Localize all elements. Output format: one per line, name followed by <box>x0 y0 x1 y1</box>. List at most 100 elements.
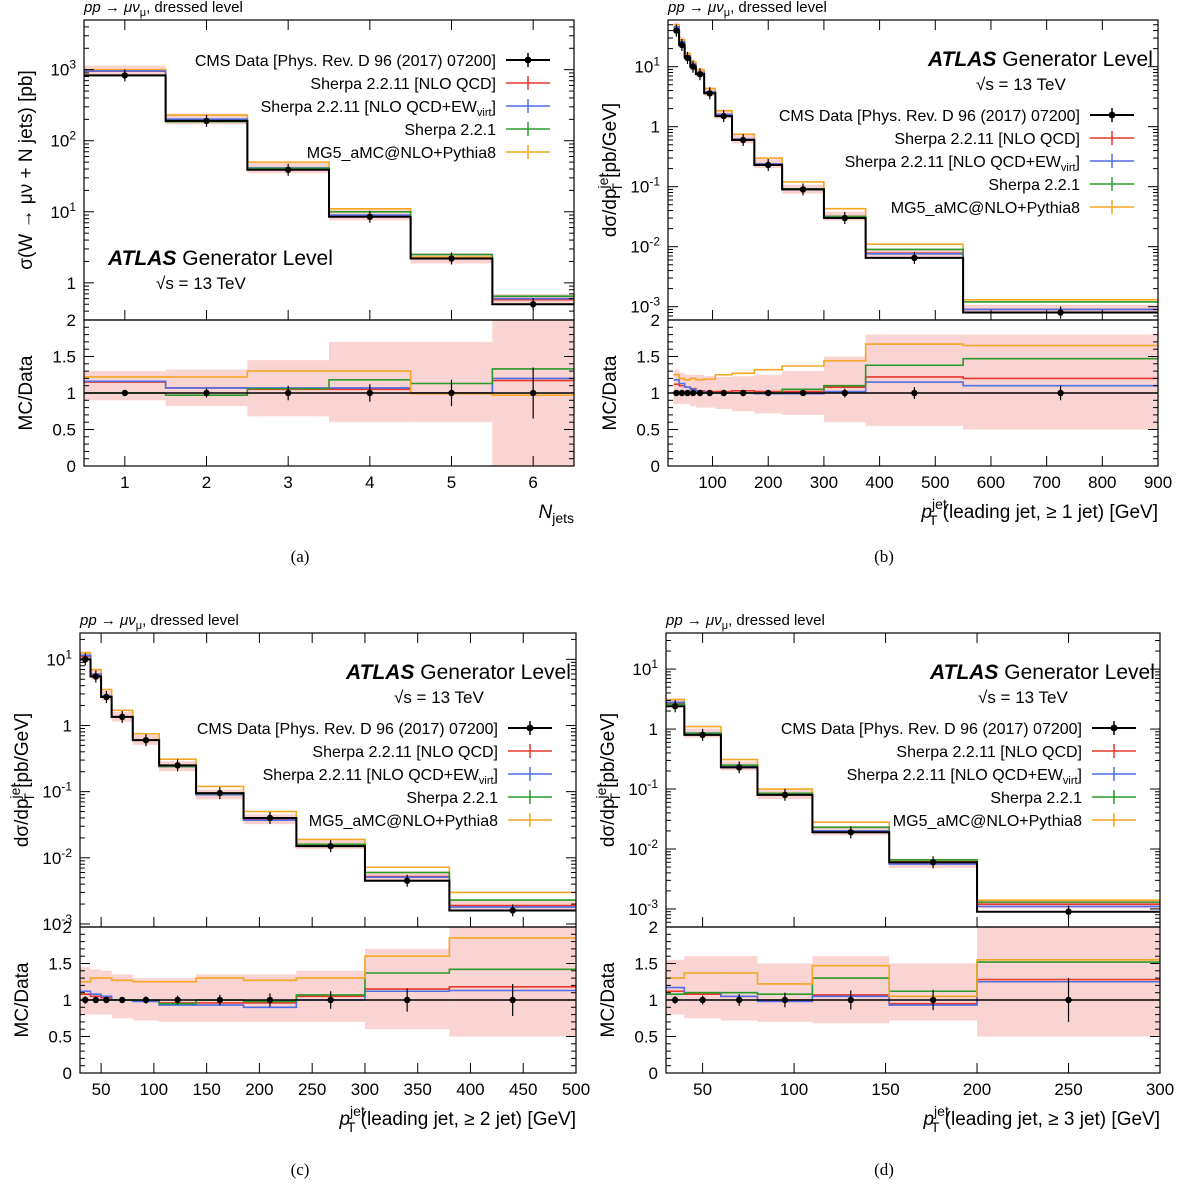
y-tick-base: 10 <box>50 61 69 80</box>
y-title-sup: jet <box>7 784 23 800</box>
ratio-data-point <box>366 389 374 397</box>
ratio-tick-label: 2 <box>649 918 658 937</box>
ratio-data-point <box>509 996 516 1004</box>
process-text: pp → μν <box>79 612 136 629</box>
y-tick-exponent: -3 <box>61 912 72 926</box>
y-tick-label: 10-2 <box>628 837 658 859</box>
x-tick-label: 3 <box>283 473 292 492</box>
x-tick-label: 200 <box>754 473 782 492</box>
x-axis-title: Njets <box>538 502 574 526</box>
data-point <box>781 791 789 799</box>
y-title-sub: T <box>21 793 37 802</box>
ratio-data-point <box>119 996 126 1004</box>
subfigure-caption: (d) <box>874 1160 894 1179</box>
y-tick-base: 10 <box>628 900 647 919</box>
data-points <box>121 69 537 311</box>
y-tick-label: 10-2 <box>630 235 660 257</box>
ratio-mg5 <box>84 370 574 396</box>
y-tick-label: 10-1 <box>628 777 658 799</box>
legend-label: Sherpa 2.2.1 <box>990 790 1082 807</box>
process-sub: μ <box>136 620 142 632</box>
ratio-tick-label: 0.5 <box>636 421 660 440</box>
y-tick-exponent: -1 <box>61 780 72 794</box>
ratio-data-point <box>403 996 411 1004</box>
data-point <box>739 136 747 144</box>
x-tick-label: 150 <box>192 1080 220 1099</box>
y-tick-label: 101 <box>634 55 660 77</box>
ratio-data-point <box>327 996 334 1004</box>
data-point <box>673 27 680 34</box>
legend-sub: virt <box>479 775 494 787</box>
x-title-sub: jets <box>551 510 574 526</box>
x-tick-label: 250 <box>298 1080 326 1099</box>
generator-level: Generator Level <box>176 247 332 270</box>
y-tick-label: 101 <box>50 200 76 222</box>
legend-sub: virt <box>477 107 492 119</box>
y-title-main: dσ/dp <box>600 188 621 237</box>
y-tick-base: 10 <box>50 203 69 222</box>
data-point <box>327 842 334 850</box>
ratio-data-point <box>678 389 686 397</box>
process-text: pp → μν <box>665 612 722 629</box>
y-tick-exponent: 2 <box>69 129 76 143</box>
ratio-tick-label: 0.5 <box>48 1028 72 1047</box>
x-tick-label: 400 <box>865 473 893 492</box>
ratio-tick-label: 1 <box>63 991 72 1010</box>
x-axis-title: pjet T (leading jet, ≥ 1 jet) [GeV] <box>920 496 1158 528</box>
ratio-data-point <box>1057 389 1064 397</box>
legend-marker <box>1110 724 1118 732</box>
ratio-data-point <box>781 996 789 1004</box>
x-axis: 1 2 3 4 5 6 <box>120 20 538 492</box>
data-point <box>121 72 129 79</box>
x-tick-label: 250 <box>1054 1080 1082 1099</box>
y-tick-base: 10 <box>50 132 69 151</box>
energy-label: √s = 13 TeV <box>976 75 1066 94</box>
legend: CMS Data [Phys. Rev. D 96 (2017) 07200] S… <box>197 721 552 830</box>
atlas-label: ATLAS Generator Level <box>345 661 571 684</box>
dressed-text: , dressed level <box>730 0 827 16</box>
data-point <box>699 731 706 739</box>
x-tick-label: 300 <box>810 473 838 492</box>
legend-text: MG5_aMC@NLO+Pythia8 <box>891 200 1080 217</box>
y-tick-label: 1 <box>63 716 72 735</box>
ratio-tick-label: 0 <box>63 1064 72 1083</box>
x-tick-label: 100 <box>780 1080 808 1099</box>
atlas-word: ATLAS <box>929 661 998 684</box>
process-sub: μ <box>724 7 730 19</box>
legend-suffix: ] <box>1076 154 1080 171</box>
process-text: pp → μν <box>83 0 140 16</box>
y-tick-exponent: -2 <box>647 837 658 851</box>
ratio-sherpa_221 <box>84 368 574 396</box>
legend-text: Sherpa 2.2.11 [NLO QCD+EW <box>263 767 480 784</box>
x-tick-label: 50 <box>92 1080 111 1099</box>
legend-label: Sherpa 2.2.11 [NLO QCD] <box>312 744 498 761</box>
ratio-tick-label: 1.5 <box>636 348 660 367</box>
x-tick-label: 500 <box>562 1080 590 1099</box>
ratio-data-point <box>266 996 274 1004</box>
legend-text: CMS Data [Phys. Rev. D 96 (2017) 07200] <box>197 721 498 738</box>
x-tick-label: 300 <box>1146 1080 1174 1099</box>
x-title-rest: (leading jet, ≥ 3 jet) [GeV] <box>939 1109 1160 1130</box>
y-title-sup: jet <box>595 174 611 190</box>
y-tick-label: 10-3 <box>630 295 660 317</box>
ratio-data-point <box>706 389 713 397</box>
ratio-data-point <box>684 389 691 397</box>
legend-text: Sherpa 2.2.11 [NLO QCD] <box>310 76 496 93</box>
y-tick-base: 1 <box>63 716 72 735</box>
generator-level: Generator Level <box>414 661 570 684</box>
x-tick-label: 800 <box>1088 473 1116 492</box>
x-title-sub: T <box>929 512 938 528</box>
process-text: pp → μν <box>667 0 724 16</box>
y-title-main: dσ/dp <box>12 798 33 847</box>
x-tick-label: 600 <box>977 473 1005 492</box>
y-tick-base: 10 <box>630 298 649 317</box>
x-tick-label: 100 <box>140 1080 168 1099</box>
ratio-data-point <box>841 389 848 397</box>
legend-sub: virt <box>1063 775 1078 787</box>
x-title-main: p <box>338 1109 350 1130</box>
x-title-sup: jet <box>933 1103 949 1119</box>
